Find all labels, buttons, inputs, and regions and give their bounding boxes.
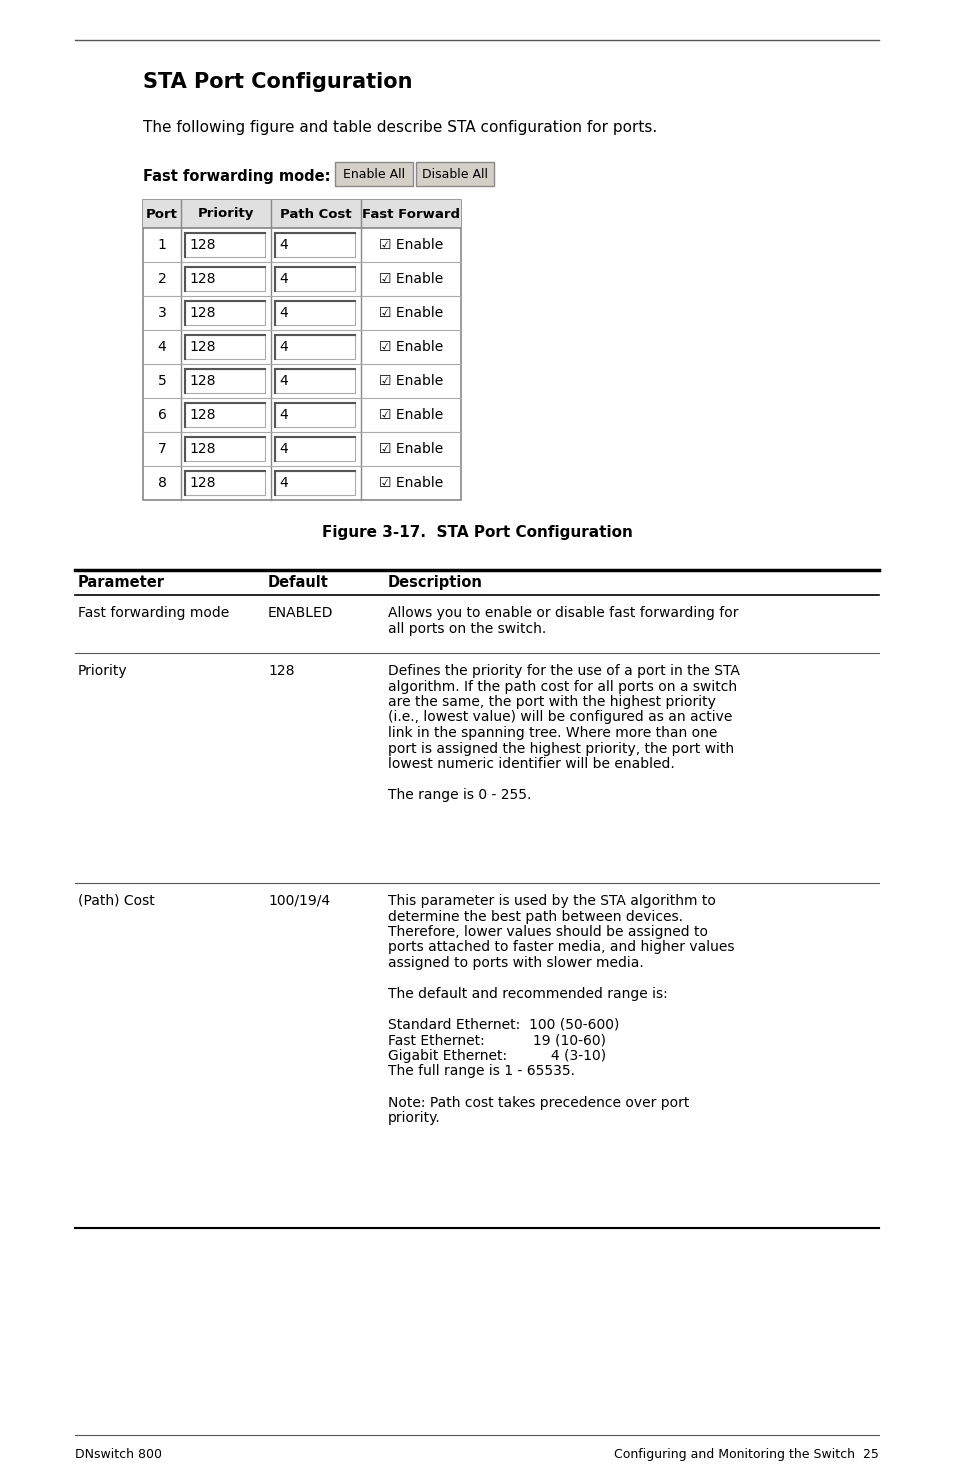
Text: 128: 128 bbox=[189, 305, 215, 320]
Bar bbox=[185, 437, 265, 462]
Text: The default and recommended range is:: The default and recommended range is: bbox=[388, 987, 667, 1002]
Text: Path Cost: Path Cost bbox=[280, 208, 352, 220]
Text: Gigabit Ethernet:          4 (3-10): Gigabit Ethernet: 4 (3-10) bbox=[388, 1049, 605, 1063]
Text: 2: 2 bbox=[157, 271, 166, 286]
Text: Fast Forward: Fast Forward bbox=[361, 208, 459, 220]
Bar bbox=[335, 162, 413, 186]
Text: ports attached to faster media, and higher values: ports attached to faster media, and high… bbox=[388, 941, 734, 954]
Bar bbox=[185, 301, 265, 324]
Text: assigned to ports with slower media.: assigned to ports with slower media. bbox=[388, 956, 643, 971]
Bar bbox=[274, 369, 355, 392]
Bar bbox=[185, 471, 265, 496]
Text: 3: 3 bbox=[157, 305, 166, 320]
Text: 128: 128 bbox=[189, 271, 215, 286]
Text: Fast forwarding mode:: Fast forwarding mode: bbox=[143, 168, 330, 183]
Bar bbox=[143, 201, 460, 229]
Text: ☑ Enable: ☑ Enable bbox=[378, 341, 442, 354]
Text: DNswitch 800: DNswitch 800 bbox=[75, 1448, 162, 1462]
Bar bbox=[274, 403, 355, 426]
Text: ☑ Enable: ☑ Enable bbox=[378, 442, 442, 456]
Text: 4: 4 bbox=[278, 341, 288, 354]
Text: link in the spanning tree. Where more than one: link in the spanning tree. Where more th… bbox=[388, 726, 717, 740]
Bar bbox=[185, 335, 265, 358]
Text: Fast Ethernet:           19 (10-60): Fast Ethernet: 19 (10-60) bbox=[388, 1034, 605, 1047]
Text: 100/19/4: 100/19/4 bbox=[268, 894, 330, 909]
Text: ENABLED: ENABLED bbox=[268, 606, 334, 619]
Text: 4: 4 bbox=[157, 341, 166, 354]
Bar bbox=[274, 233, 355, 257]
Text: Configuring and Monitoring the Switch  25: Configuring and Monitoring the Switch 25 bbox=[614, 1448, 878, 1462]
Text: 6: 6 bbox=[157, 409, 166, 422]
Text: Disable All: Disable All bbox=[421, 168, 488, 180]
Bar bbox=[416, 162, 494, 186]
Text: ☑ Enable: ☑ Enable bbox=[378, 409, 442, 422]
Text: 128: 128 bbox=[189, 409, 215, 422]
Bar bbox=[274, 335, 355, 358]
Text: 4: 4 bbox=[278, 305, 288, 320]
Text: The range is 0 - 255.: The range is 0 - 255. bbox=[388, 788, 531, 802]
Text: Priority: Priority bbox=[197, 208, 253, 220]
Text: are the same, the port with the highest priority: are the same, the port with the highest … bbox=[388, 695, 715, 709]
Text: 4: 4 bbox=[278, 409, 288, 422]
Text: port is assigned the highest priority, the port with: port is assigned the highest priority, t… bbox=[388, 742, 734, 755]
Text: Standard Ethernet:  100 (50-600): Standard Ethernet: 100 (50-600) bbox=[388, 1018, 618, 1032]
Text: Defines the priority for the use of a port in the STA: Defines the priority for the use of a po… bbox=[388, 664, 740, 678]
Text: 1: 1 bbox=[157, 237, 166, 252]
Text: 5: 5 bbox=[157, 375, 166, 388]
Text: 7: 7 bbox=[157, 442, 166, 456]
Text: Priority: Priority bbox=[78, 664, 128, 678]
Bar bbox=[185, 267, 265, 291]
Text: Parameter: Parameter bbox=[78, 575, 165, 590]
Bar bbox=[143, 201, 460, 500]
Text: Enable All: Enable All bbox=[342, 168, 405, 180]
Text: ☑ Enable: ☑ Enable bbox=[378, 271, 442, 286]
Text: (i.e., lowest value) will be configured as an active: (i.e., lowest value) will be configured … bbox=[388, 711, 732, 724]
Text: This parameter is used by the STA algorithm to: This parameter is used by the STA algori… bbox=[388, 894, 715, 909]
Text: Note: Path cost takes precedence over port: Note: Path cost takes precedence over po… bbox=[388, 1096, 689, 1109]
Text: Description: Description bbox=[388, 575, 482, 590]
Bar bbox=[274, 437, 355, 462]
Text: lowest numeric identifier will be enabled.: lowest numeric identifier will be enable… bbox=[388, 757, 674, 771]
Text: ☑ Enable: ☑ Enable bbox=[378, 375, 442, 388]
Text: 128: 128 bbox=[189, 476, 215, 490]
Text: 4: 4 bbox=[278, 442, 288, 456]
Text: Figure 3-17.  STA Port Configuration: Figure 3-17. STA Port Configuration bbox=[321, 525, 632, 540]
Text: STA Port Configuration: STA Port Configuration bbox=[143, 72, 412, 91]
Bar bbox=[274, 301, 355, 324]
Text: ☑ Enable: ☑ Enable bbox=[378, 305, 442, 320]
Text: The following figure and table describe STA configuration for ports.: The following figure and table describe … bbox=[143, 119, 657, 136]
Bar bbox=[185, 403, 265, 426]
Text: 4: 4 bbox=[278, 271, 288, 286]
Text: 4: 4 bbox=[278, 476, 288, 490]
Text: Port: Port bbox=[146, 208, 178, 220]
Text: Default: Default bbox=[268, 575, 329, 590]
Text: The full range is 1 - 65535.: The full range is 1 - 65535. bbox=[388, 1065, 575, 1078]
Text: 128: 128 bbox=[189, 375, 215, 388]
Text: 128: 128 bbox=[268, 664, 294, 678]
Text: algorithm. If the path cost for all ports on a switch: algorithm. If the path cost for all port… bbox=[388, 680, 737, 693]
Text: determine the best path between devices.: determine the best path between devices. bbox=[388, 910, 682, 923]
Bar bbox=[274, 471, 355, 496]
Text: ☑ Enable: ☑ Enable bbox=[378, 476, 442, 490]
Text: (Path) Cost: (Path) Cost bbox=[78, 894, 154, 909]
Bar bbox=[185, 233, 265, 257]
Text: 128: 128 bbox=[189, 341, 215, 354]
Text: priority.: priority. bbox=[388, 1111, 440, 1125]
Text: 8: 8 bbox=[157, 476, 166, 490]
Text: 4: 4 bbox=[278, 237, 288, 252]
Text: Therefore, lower values should be assigned to: Therefore, lower values should be assign… bbox=[388, 925, 707, 940]
Text: 128: 128 bbox=[189, 237, 215, 252]
Text: 4: 4 bbox=[278, 375, 288, 388]
Text: Fast forwarding mode: Fast forwarding mode bbox=[78, 606, 229, 619]
Text: Allows you to enable or disable fast forwarding for: Allows you to enable or disable fast for… bbox=[388, 606, 738, 619]
Bar bbox=[185, 369, 265, 392]
Text: 128: 128 bbox=[189, 442, 215, 456]
Text: ☑ Enable: ☑ Enable bbox=[378, 237, 442, 252]
Text: all ports on the switch.: all ports on the switch. bbox=[388, 621, 546, 636]
Bar bbox=[274, 267, 355, 291]
